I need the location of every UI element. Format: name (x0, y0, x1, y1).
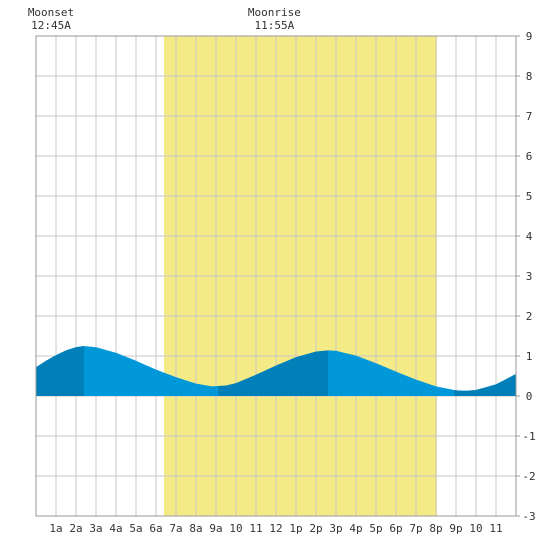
x-tick-label: 7a (169, 522, 182, 535)
tide-area-layer (36, 346, 516, 396)
x-tick-labels: 1a 2a 3a 4a 5a 6a 7a 8a 9a 10 11 12 1p 2p 3p 4p 5p 6p 7p 8p… (49, 522, 502, 535)
x-tick-label: 8p (429, 522, 442, 535)
y-tick-labels: -3 -2 -1 0 1 2 3 4 5 6 7 8 9 (522, 30, 535, 523)
x-tick-label: 11 (249, 522, 262, 535)
x-tick-label: 9a (209, 522, 222, 535)
tide-area-dark-band (36, 346, 84, 396)
y-tick-label: 7 (526, 110, 533, 123)
y-tick-label: 5 (526, 190, 533, 203)
x-tick-label: 10 (229, 522, 242, 535)
y-tick-label: 1 (526, 350, 533, 363)
tide-area-dark-band (454, 374, 516, 396)
x-tick-label: 5a (129, 522, 142, 535)
x-tick-label: 3a (89, 522, 102, 535)
x-tick-label: 5p (369, 522, 382, 535)
x-tick-label: 3p (329, 522, 342, 535)
axis-layer (35, 35, 520, 517)
x-tick-label: 4a (109, 522, 122, 535)
y-tick-label: 4 (526, 230, 533, 243)
x-tick-label: 4p (349, 522, 362, 535)
y-tick-label: -3 (522, 510, 535, 523)
x-tick-label: 2p (309, 522, 322, 535)
moon-event-time: 11:55A (255, 19, 295, 32)
x-tick-label: 6p (389, 522, 402, 535)
y-tick-label: 3 (526, 270, 533, 283)
tide-area-dark-band (218, 350, 328, 396)
x-tick-label: 10 (469, 522, 482, 535)
x-tick-label: 12 (269, 522, 282, 535)
x-tick-label: 11 (489, 522, 502, 535)
moon-event-time: 12:45A (31, 19, 71, 32)
x-tick-label: 6a (149, 522, 162, 535)
x-tick-label: 2a (69, 522, 82, 535)
x-tick-label: 8a (189, 522, 202, 535)
x-tick-label: 1p (289, 522, 302, 535)
y-tick-label: 0 (526, 390, 533, 403)
y-tick-label: -1 (522, 430, 535, 443)
grid-layer (36, 35, 516, 517)
y-tick-label: 8 (526, 70, 533, 83)
x-tick-label: 7p (409, 522, 422, 535)
y-tick-label: -2 (522, 470, 535, 483)
x-tick-label: 1a (49, 522, 62, 535)
y-tick-label: 6 (526, 150, 533, 163)
y-tick-label: 9 (526, 30, 533, 43)
moon-event-label: Moonrise (248, 6, 301, 19)
moon-event-label: Moonset (28, 6, 74, 19)
x-tick-label: 9p (449, 522, 462, 535)
y-tick-label: 2 (526, 310, 533, 323)
